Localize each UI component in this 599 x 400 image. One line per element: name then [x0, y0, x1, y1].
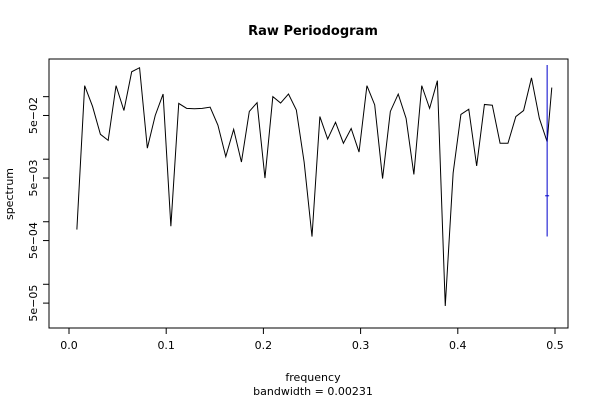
x-tick-label: 0.2 — [255, 339, 273, 352]
plot-box — [48, 58, 569, 329]
chart-title: Raw Periodogram — [248, 24, 378, 39]
y-tick-label: 5e−05 — [27, 285, 40, 322]
x-tick-label: 0.1 — [157, 339, 175, 352]
spectrum-line — [76, 66, 548, 306]
x-axis: 0.0 0.1 0.2 0.3 0.4 0.5 — [60, 328, 564, 352]
x-tick-label: 0.3 — [352, 339, 370, 352]
y-axis-label: spectrum — [3, 168, 16, 220]
x-axis-sublabel: bandwidth = 0.00231 — [253, 385, 373, 398]
spectrum-line-end — [546, 87, 553, 142]
x-tick-label: 0.4 — [449, 339, 467, 352]
y-tick-label: 5e−03 — [27, 160, 40, 197]
x-tick-label: 0.0 — [60, 339, 78, 352]
x-tick-label: 0.5 — [546, 339, 564, 352]
y-axis: 5e−05 5e−04 5e−03 5e−02 — [27, 96, 49, 322]
series-layer — [76, 65, 553, 306]
y-tick-label: 5e−02 — [27, 97, 40, 134]
x-axis-label: frequency — [285, 371, 341, 384]
y-tick-label: 5e−04 — [27, 222, 40, 259]
